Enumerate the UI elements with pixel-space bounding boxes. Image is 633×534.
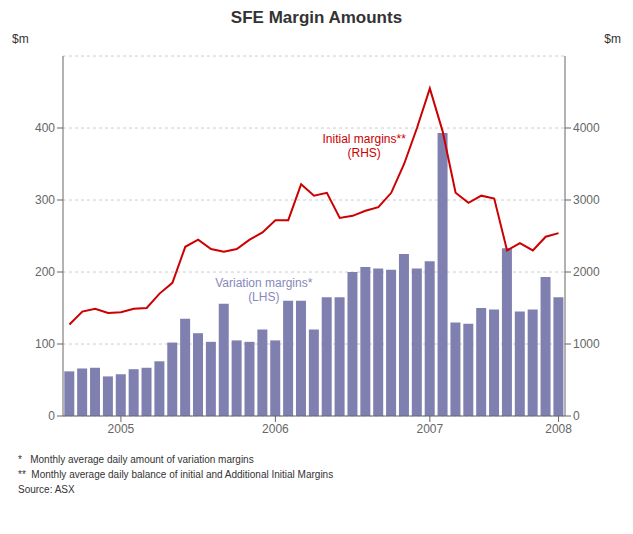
svg-text:2006: 2006 [262,422,289,436]
svg-text:3000: 3000 [573,193,600,207]
svg-text:2008: 2008 [545,422,572,436]
html-text:$m: $m [12,32,29,46]
svg-text:300: 300 [35,193,55,207]
html-text:** Monthly average daily balan: ** Monthly average daily balance of init… [18,469,334,480]
html-text:$m: $m [604,32,621,46]
html-text:Source: ASX: Source: ASX [18,484,75,495]
svg-text:0: 0 [48,409,55,423]
svg-text:200: 200 [35,265,55,279]
svg-text:2005: 2005 [108,422,135,436]
svg-text:0: 0 [573,409,580,423]
svg-text:4000: 4000 [573,121,600,135]
svg-text:400: 400 [35,121,55,135]
html-text:* Monthly average daily amount: * Monthly average daily amount of variat… [18,454,254,465]
html-text:Variation margins* (LHS): Variation margins* (LHS) [215,276,313,304]
svg-text:100: 100 [35,337,55,351]
svg-text:2007: 2007 [416,422,443,436]
html-text:SFE Margin Amounts: SFE Margin Amounts [230,8,403,27]
html-text:Initial margins** (RHS): Initial margins** (RHS) [322,132,406,160]
svg-text:2000: 2000 [573,265,600,279]
svg-text:1000: 1000 [573,337,600,351]
